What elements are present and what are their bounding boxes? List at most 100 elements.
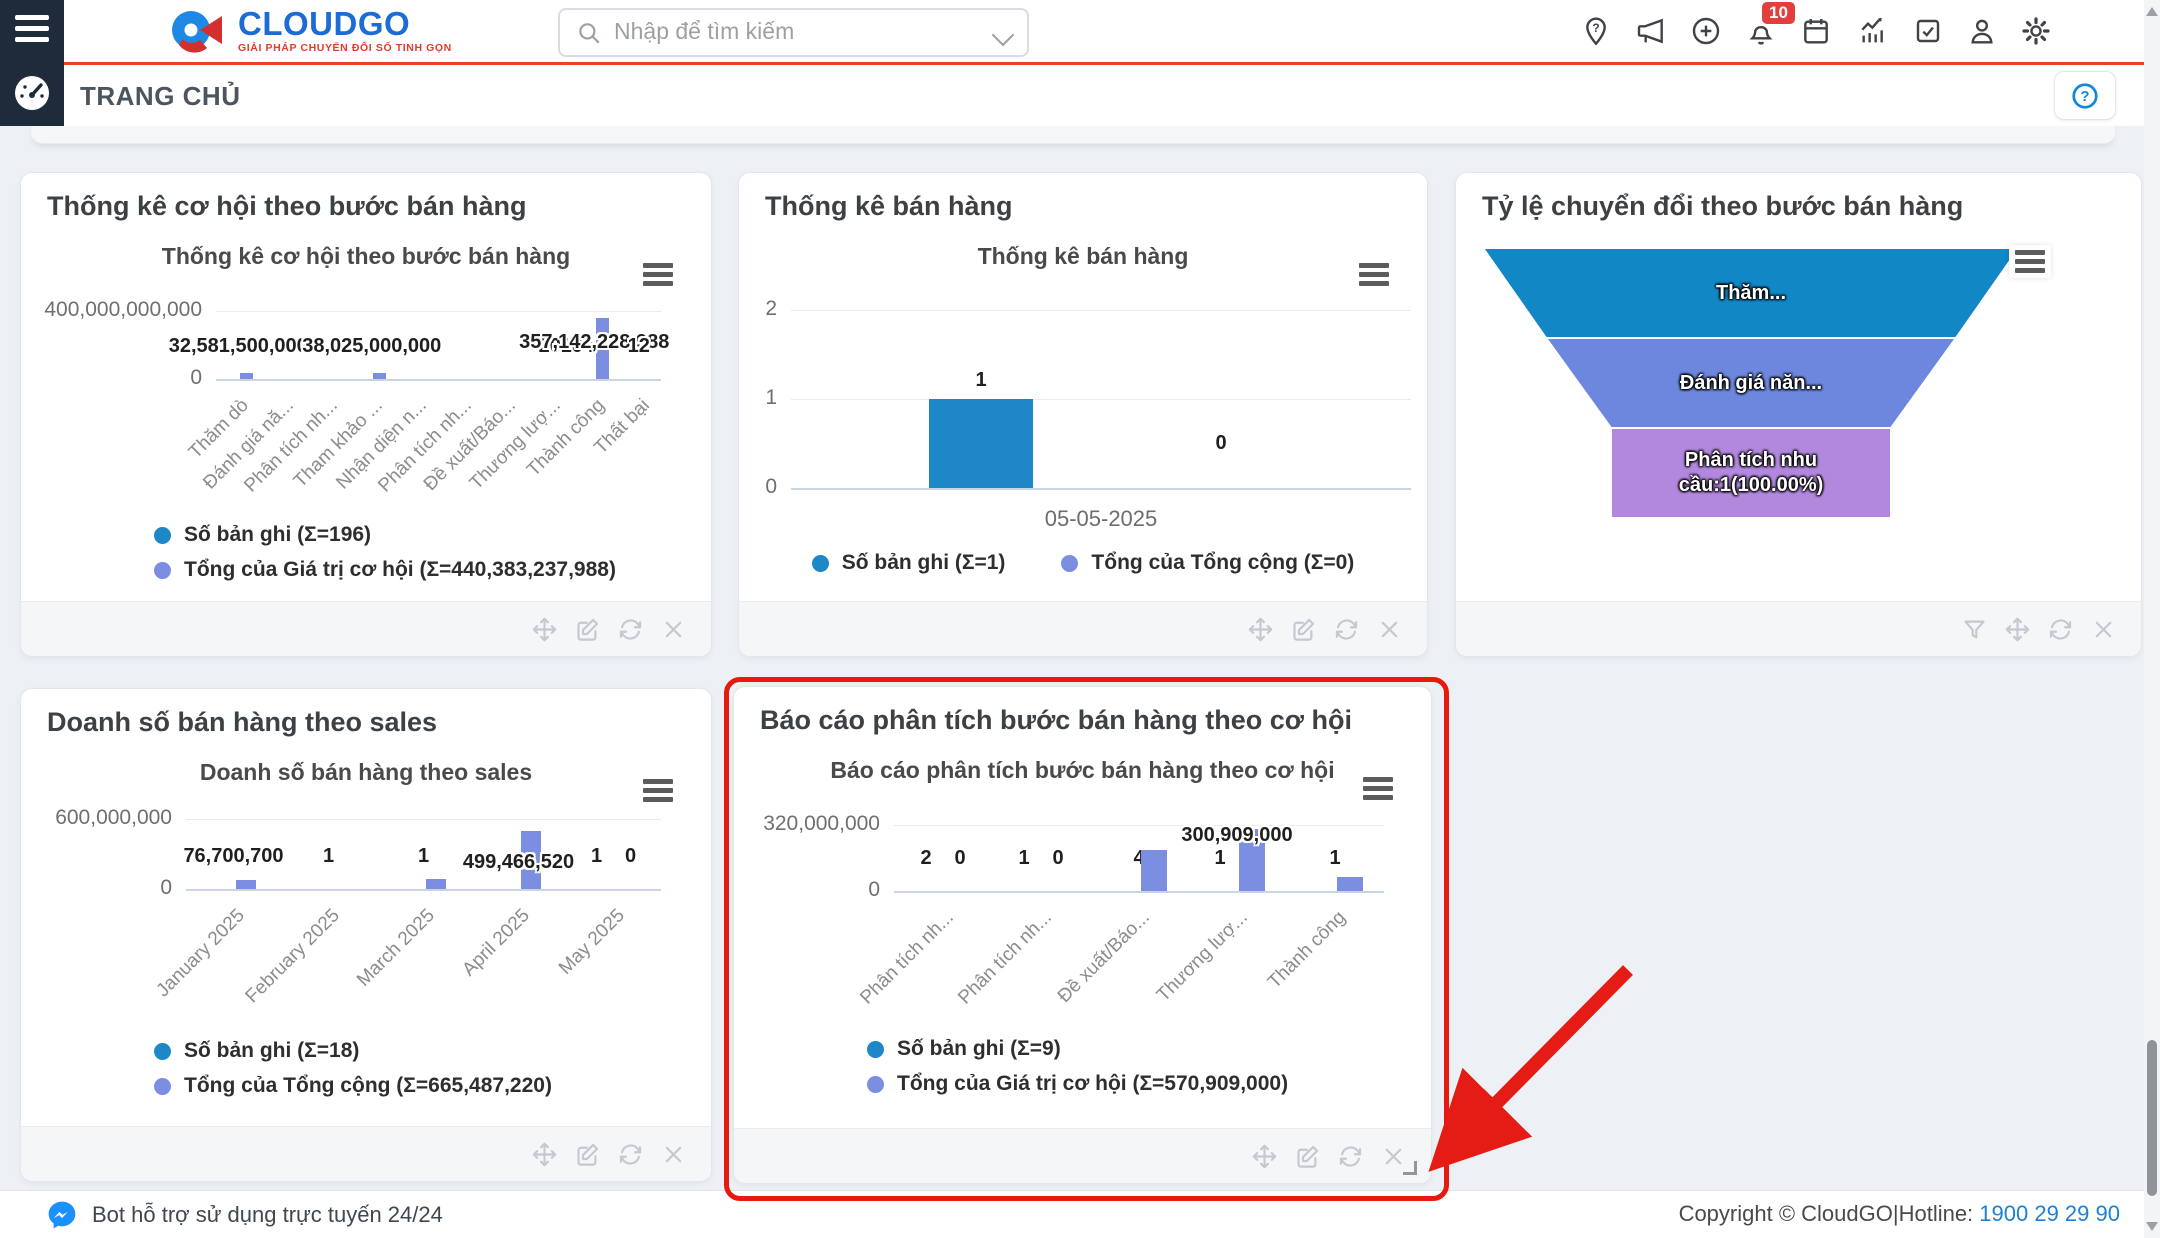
calendar-icon[interactable]	[1800, 15, 1832, 47]
data-label: 4	[1133, 847, 1145, 869]
widget-ty-le-chuyen-doi: Tỷ lệ chuyển đổi theo bước bán hàng Thăm…	[1455, 172, 2142, 657]
card-title: Doanh số bán hàng theo sales	[47, 707, 438, 737]
legend-item[interactable]: Tổng của Tổng cộng (Σ=0)	[1061, 551, 1354, 575]
close-icon[interactable]	[660, 1141, 687, 1168]
widget-action-bar	[21, 601, 711, 656]
data-label: 32,581,500,000	[168, 335, 308, 357]
data-label: 1	[417, 845, 430, 867]
location-question-icon[interactable]: ?	[1580, 15, 1612, 47]
move-icon[interactable]	[1251, 1143, 1278, 1170]
data-label: 357,142,228,988	[519, 331, 670, 354]
legend-label: Tổng của Tổng cộng (Σ=0)	[1091, 551, 1355, 574]
refresh-icon[interactable]	[1333, 616, 1360, 643]
menu-hamburger-icon[interactable]	[15, 15, 49, 48]
refresh-icon[interactable]	[617, 616, 644, 643]
bar-chart: 2 1 0 05-05-2025 1 0	[739, 173, 1427, 656]
move-icon[interactable]	[2004, 616, 2031, 643]
legend-item[interactable]: Số bản ghi (Σ=196)	[154, 523, 616, 547]
close-icon[interactable]	[1380, 1143, 1407, 1170]
search-input[interactable]	[612, 10, 966, 53]
hotline-link[interactable]: 1900 29 29 90	[1979, 1201, 2120, 1226]
filter-icon[interactable]	[1961, 616, 1988, 643]
move-icon[interactable]	[531, 1141, 558, 1168]
close-icon[interactable]	[2090, 616, 2117, 643]
widget-action-bar	[1456, 601, 2141, 656]
legend-item[interactable]: Tổng của Giá trị cơ hội (Σ=440,383,237,9…	[154, 558, 616, 582]
value-bar	[1141, 849, 1167, 891]
legend-item[interactable]: Tổng của Tổng cộng (Σ=665,487,220)	[154, 1074, 552, 1098]
chart-title: Thống kê cơ hội theo bước bán hàng	[161, 243, 571, 269]
announcement-icon[interactable]	[1635, 15, 1667, 47]
edit-icon[interactable]	[1294, 1143, 1321, 1170]
legend-dot	[811, 554, 829, 572]
help-icon: ?	[2072, 82, 2098, 109]
legend-item[interactable]: Tổng của Giá trị cơ hội (Σ=570,909,000)	[867, 1072, 1288, 1096]
dashboard-gauge-icon[interactable]	[11, 72, 53, 114]
chart-title: Báo cáo phân tích bước bán hàng theo cơ …	[830, 757, 1335, 783]
annotation-arrow	[1428, 965, 1633, 1172]
bar-chart: 400,000,000,000 0 Thăm dò 32,581,500,000 Đán…	[21, 173, 711, 656]
refresh-icon[interactable]	[1337, 1143, 1364, 1170]
vertical-scrollbar[interactable]	[2144, 0, 2160, 1238]
value-bar	[520, 830, 541, 889]
y-axis-label: 0	[190, 366, 202, 389]
edit-icon[interactable]	[574, 1141, 601, 1168]
cloudgo-logo[interactable]: CLOUDGO GIẢI PHÁP CHUYỂN ĐỔI SỐ TINH GỌN	[170, 7, 452, 55]
chart-menu-icon[interactable]	[2009, 245, 2051, 278]
chart-menu-icon[interactable]	[1363, 777, 1393, 804]
resize-handle[interactable]	[1403, 1161, 1417, 1175]
chart-legend: Số bản ghi (Σ=1) Tổng của Tổng cộng (Σ=0)	[739, 551, 1427, 586]
refresh-icon[interactable]	[2047, 616, 2074, 643]
analytics-icon[interactable]	[1857, 15, 1889, 47]
scroll-up-arrow[interactable]	[2146, 7, 2158, 16]
data-label: 300,909,000	[1181, 823, 1293, 846]
legend-dot	[154, 1042, 171, 1060]
data-label: 20	[538, 335, 561, 357]
close-icon[interactable]	[660, 616, 687, 643]
partial-card-bottom	[30, 126, 2116, 144]
chart-menu-icon[interactable]	[643, 779, 673, 806]
gridline	[186, 889, 661, 891]
tasks-check-icon[interactable]	[1912, 15, 1944, 47]
settings-gear-icon[interactable]	[2020, 15, 2052, 47]
legend-item[interactable]: Số bản ghi (Σ=9)	[867, 1037, 1288, 1061]
chart-menu-icon[interactable]	[643, 263, 673, 290]
chart-menu-icon[interactable]	[1359, 263, 1389, 290]
legend-item[interactable]: Số bản ghi (Σ=1)	[811, 551, 1005, 575]
data-label: 1	[1329, 847, 1341, 869]
edit-icon[interactable]	[574, 616, 601, 643]
y-axis-label: 0	[160, 876, 172, 899]
scrollbar-thumb[interactable]	[2147, 1040, 2157, 1196]
widget-thong-ke-co-hoi: Thống kê cơ hội theo bước bán hàng Thống…	[20, 172, 712, 657]
chart-legend: Số bản ghi (Σ=18) Tổng của Tổng cộng (Σ=6…	[154, 1039, 552, 1109]
legend-item[interactable]: Số bản ghi (Σ=18)	[154, 1039, 552, 1063]
support-bot[interactable]: Bot hỗ trợ sử dụng trực tuyến 24/24	[46, 1199, 443, 1231]
data-label: 1	[322, 845, 335, 867]
chart-legend: Số bản ghi (Σ=9) Tổng của Giá trị cơ hội …	[867, 1037, 1288, 1107]
notification-badge: 10	[1762, 2, 1795, 24]
global-search[interactable]	[558, 8, 1029, 57]
legend-dot	[867, 1075, 884, 1093]
sidebar	[0, 0, 64, 126]
help-button[interactable]: ?	[2054, 71, 2116, 120]
add-circle-icon[interactable]	[1690, 15, 1722, 47]
move-icon[interactable]	[1247, 616, 1274, 643]
close-icon[interactable]	[1376, 616, 1403, 643]
copyright-text: Copyright © CloudGO	[1678, 1201, 1893, 1226]
logo-name: CLOUDGO	[238, 5, 411, 42]
chevron-down-icon[interactable]	[991, 23, 1015, 47]
scroll-down-arrow[interactable]	[2146, 1222, 2158, 1231]
profile-icon[interactable]	[1966, 15, 1998, 47]
refresh-icon[interactable]	[617, 1141, 644, 1168]
cloudgo-logo-icon	[172, 11, 222, 53]
move-icon[interactable]	[531, 616, 558, 643]
data-label: 0	[624, 845, 637, 867]
notification-bell-icon[interactable]	[1745, 15, 1777, 47]
data-label: 104	[560, 335, 594, 357]
data-label: 76,700,700	[183, 845, 284, 867]
gridline	[186, 819, 661, 820]
value-bar	[425, 878, 446, 889]
edit-icon[interactable]	[1290, 616, 1317, 643]
value-bar	[235, 880, 256, 889]
